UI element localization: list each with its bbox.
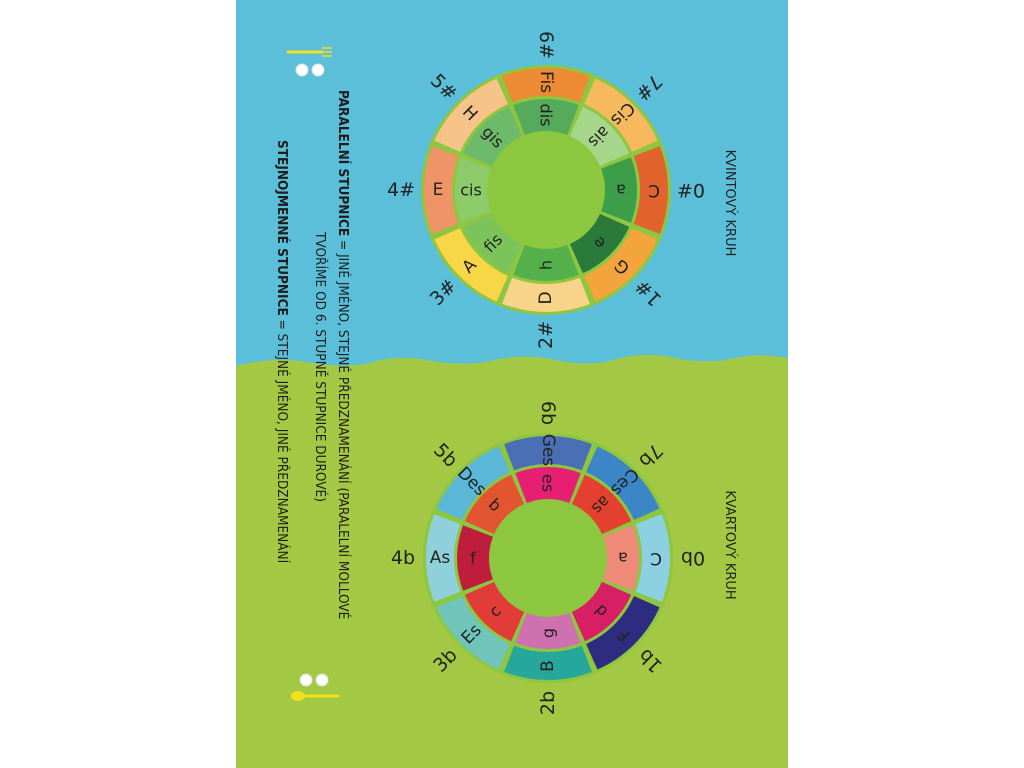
paralelni-title: PARALELNÍ STUPNICE <box>335 90 352 236</box>
kvint-inner-segment <box>601 157 637 223</box>
kvint-inner-label: cis <box>460 181 482 200</box>
kvart-outer-segment <box>504 645 592 680</box>
key-signature-number: 4b <box>391 547 415 569</box>
kvint-inner-segment <box>455 157 491 223</box>
kvint-outer-segment <box>584 78 658 152</box>
kvint-title: KVINTOVÝ KRUH <box>722 150 738 257</box>
kvint-inner-label: dis <box>537 104 556 127</box>
kvint-outer-segment <box>502 68 590 103</box>
kvart-inner-segment <box>571 581 632 642</box>
stejnojmenne-line: STEJNOJMENNÉ STUPNICE = STEJNÉ JMÉNO, JI… <box>274 140 291 564</box>
kvart-inner-segment <box>571 474 632 535</box>
kvart-outer-segment <box>635 514 670 602</box>
kvint-outer-label: Fis <box>536 71 556 93</box>
kvint-inner-segment <box>513 98 579 135</box>
kvint-inner-segment <box>569 213 630 274</box>
kvart-outer-label: C <box>650 548 662 568</box>
kvint-inner-label: h <box>537 260 556 270</box>
key-signature-number: 0b <box>681 547 705 569</box>
key-signature-number: 2b <box>537 691 559 715</box>
kvart-inner-segment <box>515 467 581 503</box>
kvart-inner-label: es <box>539 474 558 492</box>
kvint-inner-segment <box>569 106 630 167</box>
kvint-outer-label: E <box>433 180 444 200</box>
kvint-outer-segment <box>502 277 590 312</box>
kvart-outer-segment <box>504 435 592 471</box>
kvint-inner-segment <box>462 213 523 274</box>
kvart-inner-segment <box>464 474 525 535</box>
kvint-inner-label: a <box>616 181 626 200</box>
kvint-outer-segment <box>434 78 508 152</box>
key-signature-number: 6b <box>537 401 559 425</box>
stejnojmenne-title: STEJNOJMENNÉ STUPNICE <box>274 140 291 316</box>
kvint-inner-segment <box>513 245 579 281</box>
key-signature-number: 0# <box>677 179 705 201</box>
kvint-outer-segment <box>424 146 459 234</box>
kvint-outer-segment <box>434 228 508 302</box>
key-signature-number: 4# <box>387 179 415 201</box>
kvart-inner-label: a <box>618 549 628 568</box>
kvart-inner-segment <box>515 613 581 649</box>
kvart-outer-segment <box>436 596 510 670</box>
kvint-outer-segment <box>633 146 668 234</box>
kvart-inner-label: g <box>539 628 558 638</box>
poster: C G D A E H Fis Cis a e h fis cis gis dis ais 0# 1# 2# 3#… <box>236 0 788 768</box>
paralelni-line-2: TVOŘÍME OD 6. STUPNĚ STUPNICE DUROVÉ) <box>312 231 329 502</box>
kvart-inner-segment <box>603 525 639 591</box>
spoon-plate-icon <box>291 673 340 701</box>
stejnojmenne-definition: = STEJNÉ JMÉNO, JINÉ PŘEDZNAMENÁNÍ <box>274 316 291 564</box>
fork-plate-icon <box>286 47 332 77</box>
kvart-outer-label: B <box>538 660 558 672</box>
kvint-outer-label: D <box>536 291 556 304</box>
kvart-outer-segment <box>426 514 461 602</box>
kvart-inner-label: f <box>470 549 476 568</box>
kvint-outer-label: C <box>648 180 660 200</box>
kvart-outer-segment <box>586 446 660 520</box>
key-signature-number: 2# <box>535 321 557 349</box>
kvart-inner-segment <box>457 525 493 591</box>
kvart-outer-segment <box>586 596 660 670</box>
key-signature-number: 6# <box>535 31 557 59</box>
kvint-inner-segment <box>462 106 523 167</box>
kvint-outer-segment <box>584 228 658 302</box>
kvart-outer-label: Ges <box>538 434 558 467</box>
kvart-inner-segment <box>464 581 525 642</box>
paralelni-definition: = JINÉ JMÉNO, STEJNÉ PŘEDZNAMENÁNÍ (PARA… <box>335 236 352 619</box>
kvart-outer-label: As <box>430 548 451 568</box>
kvart-title: KVARTOVÝ KRUH <box>722 490 738 599</box>
kvart-outer-segment <box>436 446 510 520</box>
paralelni-line: PARALELNÍ STUPNICE = JINÉ JMÉNO, STEJNÉ … <box>335 90 352 619</box>
